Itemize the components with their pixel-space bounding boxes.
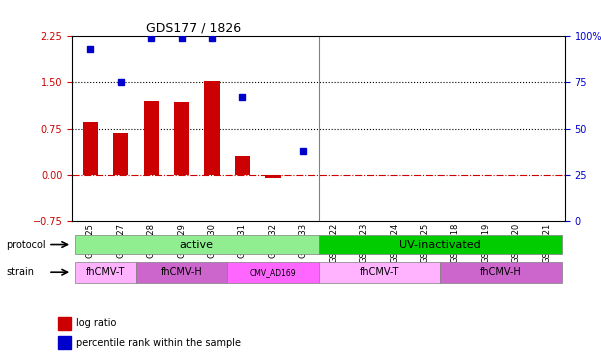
FancyBboxPatch shape <box>319 235 562 254</box>
FancyBboxPatch shape <box>440 262 562 283</box>
Text: fhCMV-H: fhCMV-H <box>160 267 203 277</box>
Text: GDS177 / 1826: GDS177 / 1826 <box>146 21 241 35</box>
Bar <box>144 101 159 175</box>
Text: log ratio: log ratio <box>76 318 116 328</box>
Text: active: active <box>180 240 214 250</box>
Bar <box>58 317 71 330</box>
Text: fhCMV-T: fhCMV-T <box>359 267 399 277</box>
Text: percentile rank within the sample: percentile rank within the sample <box>76 338 241 348</box>
Text: CMV_AD169: CMV_AD169 <box>249 268 296 277</box>
Bar <box>58 336 71 349</box>
Bar <box>113 133 129 175</box>
Text: strain: strain <box>6 267 34 277</box>
Text: fhCMV-H: fhCMV-H <box>480 267 522 277</box>
Bar <box>83 122 98 175</box>
FancyBboxPatch shape <box>319 262 440 283</box>
Bar <box>265 175 281 178</box>
FancyBboxPatch shape <box>75 235 319 254</box>
Text: protocol: protocol <box>6 240 46 250</box>
Bar <box>174 102 189 175</box>
FancyBboxPatch shape <box>75 262 136 283</box>
Bar <box>204 81 219 175</box>
FancyBboxPatch shape <box>227 262 319 283</box>
Text: fhCMV-T: fhCMV-T <box>86 267 125 277</box>
Bar <box>235 156 250 175</box>
FancyBboxPatch shape <box>136 262 227 283</box>
Text: UV-inactivated: UV-inactivated <box>399 240 481 250</box>
